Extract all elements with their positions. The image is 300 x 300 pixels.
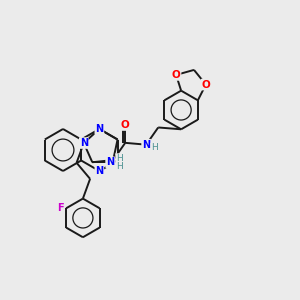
Text: H: H bbox=[116, 154, 122, 163]
Text: F: F bbox=[57, 203, 64, 213]
Text: N: N bbox=[80, 138, 88, 148]
Text: H: H bbox=[116, 162, 122, 171]
Text: O: O bbox=[172, 70, 181, 80]
Text: N: N bbox=[95, 166, 104, 176]
Text: H: H bbox=[151, 143, 158, 152]
Text: O: O bbox=[202, 80, 210, 90]
Text: O: O bbox=[121, 120, 130, 130]
Text: N: N bbox=[142, 140, 150, 150]
Text: N: N bbox=[95, 124, 104, 134]
Text: N: N bbox=[106, 157, 114, 167]
